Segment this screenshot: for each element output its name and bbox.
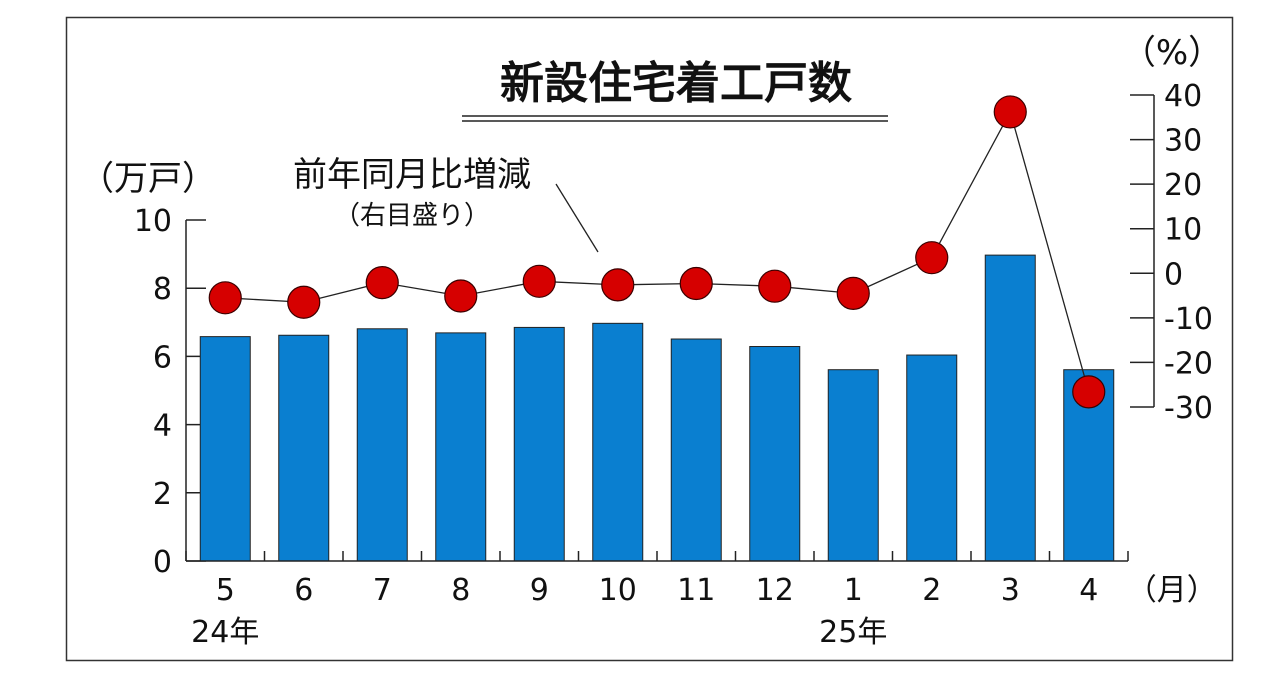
bar — [356, 328, 408, 562]
right-axis: -30 -20 -10 0 10 20 30 40 — [1130, 79, 1213, 426]
bar — [984, 254, 1036, 562]
x-axis-unit-label: （月） — [1127, 573, 1217, 608]
chart-title-text: 新設住宅着工戸数 — [500, 58, 852, 109]
left-axis-tick-label: 2 — [153, 477, 172, 512]
right-axis-tick-label: 40 — [1164, 79, 1202, 114]
left-axis-tick-label: 4 — [153, 409, 172, 444]
left-axis-tick-label: 6 — [153, 340, 172, 375]
x-axis-tick-label: 6 — [294, 573, 313, 608]
bar-series — [199, 254, 1115, 562]
line-point — [915, 241, 949, 275]
line-point — [758, 269, 792, 303]
right-axis-tick-label: 10 — [1164, 213, 1202, 248]
left-axis-tick-label: 8 — [153, 272, 172, 307]
line-point — [444, 279, 478, 313]
left-axis: 0 2 4 6 8 10 — [134, 204, 206, 580]
line-point — [365, 266, 399, 300]
line-point — [287, 285, 321, 319]
line-point — [522, 264, 556, 298]
bar — [435, 332, 487, 562]
bar — [278, 334, 330, 562]
bar — [827, 369, 879, 562]
x-axis-tick-label: 1 — [844, 573, 863, 608]
x-axis-tick-label: 7 — [373, 573, 392, 608]
x-axis: 5 6 7 8 9 10 11 12 1 2 3 4 （月）24年 25年 — [185, 551, 1217, 650]
x-axis-tick-label: 5 — [216, 573, 235, 608]
right-axis-tick-label: 30 — [1164, 124, 1202, 159]
x-axis-tick-label: 4 — [1079, 573, 1098, 608]
right-axis-tick-label: 20 — [1164, 168, 1202, 203]
line-series-leader — [555, 183, 599, 253]
bar — [592, 322, 644, 562]
right-axis-tick-label: -20 — [1164, 346, 1213, 381]
bar — [199, 336, 251, 562]
line-point — [679, 266, 713, 301]
right-axis-tick-label: 0 — [1164, 257, 1183, 292]
left-axis-unit-label: （万戸） — [80, 159, 216, 199]
x-axis-tick-label: 2 — [922, 573, 941, 608]
line-series — [208, 95, 1106, 409]
line-series-sublabel: （右目盛り） — [334, 201, 490, 231]
x-axis-tick-label: 11 — [677, 573, 715, 608]
left-axis-tick-label: 0 — [153, 545, 172, 580]
x-axis-tick-label: 3 — [1001, 573, 1020, 608]
x-axis-tick-label: 10 — [599, 573, 637, 608]
line-point — [836, 276, 870, 310]
right-axis-tick-label: -30 — [1164, 391, 1213, 426]
bar — [906, 354, 958, 562]
line-point — [1072, 375, 1106, 409]
chart-title: 新設住宅着工戸数 — [462, 58, 888, 122]
bar — [670, 338, 722, 562]
x-axis-tick-label: 12 — [756, 573, 794, 608]
line-point — [208, 281, 242, 315]
year-label: 25年 — [819, 615, 887, 650]
x-axis-tick-label: 8 — [451, 573, 470, 608]
left-axis-tick-label: 10 — [134, 204, 172, 239]
bar — [513, 326, 565, 562]
chart-frame — [65, 16, 1234, 662]
line-point — [993, 95, 1027, 129]
year-label: 24年 — [191, 615, 259, 650]
right-axis-unit-label: （%） — [1122, 33, 1222, 73]
bar — [749, 346, 801, 562]
line-series-label: 前年同月比増減 — [293, 155, 531, 195]
right-axis-tick-label: -10 — [1164, 302, 1213, 337]
x-axis-tick-label: 9 — [530, 573, 549, 608]
line-point — [601, 268, 635, 302]
